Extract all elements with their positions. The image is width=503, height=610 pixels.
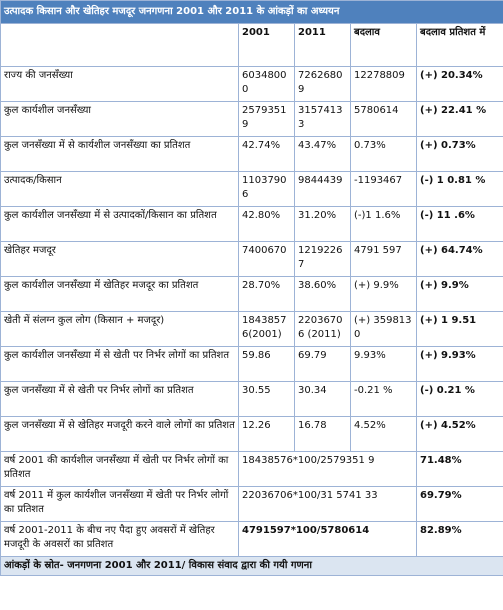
cell: 71.48% [415, 451, 503, 487]
cell: 60348000 [238, 66, 295, 102]
cell: 12278809 [350, 66, 417, 102]
data-row: कुल कार्यशील जनसँख्या में खेतिहर मजदूर क… [0, 276, 503, 312]
cell: 42.74% [238, 136, 295, 172]
cell: (-) 1 0.81 % [415, 171, 503, 207]
cell: (+) 9.93% [415, 346, 503, 382]
cell: (+) 4.52% [415, 416, 503, 452]
row-label: कुल जनसँख्या में से कार्यशील जनसँख्या का… [0, 136, 239, 172]
row-label: वर्ष 2011 में कुल कार्यशील जनसँख्या में … [0, 486, 239, 522]
cell: 12192267 [294, 241, 351, 277]
cell: (+) 64.74% [415, 241, 503, 277]
header-cell: 2011 [294, 23, 351, 67]
row-label: खेतिहर मजदूर [0, 241, 239, 277]
cell: 18438576(2001) [238, 311, 295, 347]
row-label: राज्य की जनसँख्या [0, 66, 239, 102]
cell: 69.79% [415, 486, 503, 522]
header-cell: बदलाव प्रतिशत में [415, 23, 503, 67]
row-label: कुल कार्यशील जनसँख्या में खेतिहर मजदूर क… [0, 276, 239, 312]
cell: 43.47% [294, 136, 351, 172]
data-table: उत्पादक किसान और खेतिहर मजदूर जनगणना 200… [0, 0, 503, 576]
cell: 30.34 [294, 381, 351, 417]
row-label: कुल कार्यशील जनसँख्या में से खेती पर निर… [0, 346, 239, 382]
row-label: वर्ष 2001 की कार्यशील जनसँख्या में खेती … [0, 451, 239, 487]
cell: 72626809 [294, 66, 351, 102]
data-row: उत्पादक/किसान 11037906 9844439 -1193467 (-) … [0, 171, 503, 207]
cell: 30.55 [238, 381, 295, 417]
cell: 25793519 [238, 101, 295, 137]
cell: (+) 0.73% [415, 136, 503, 172]
source-note: आंकड़ों के स्रोत- जनगणना 2001 और 2011/ व… [0, 556, 503, 576]
formula: 22036706*100/31 5741 33 [238, 486, 417, 522]
cell: 4791 597 [350, 241, 417, 277]
cell: (+) 3598130 [350, 311, 417, 347]
cell: 38.60% [294, 276, 351, 312]
header-empty [0, 23, 239, 67]
cell: 16.78 [294, 416, 351, 452]
cell: (+) 22.41 % [415, 101, 503, 137]
summary-row: वर्ष 2001-2011 के बीच नए पैदा हुए अवसरों… [0, 521, 503, 557]
data-row: खेती में संलग्न कुल लोग (किसान + मजदूर) 1… [0, 311, 503, 347]
cell: 31574133 [294, 101, 351, 137]
cell: -1193467 [350, 171, 417, 207]
row-label: खेती में संलग्न कुल लोग (किसान + मजदूर) [0, 311, 239, 347]
cell: 4.52% [350, 416, 417, 452]
row-label: वर्ष 2001-2011 के बीच नए पैदा हुए अवसरों… [0, 521, 239, 557]
cell: (-) 11 .6% [415, 206, 503, 242]
data-row: राज्य की जनसँख्या 60348000 72626809 1227880… [0, 66, 503, 102]
header-cell: बदलाव [350, 23, 417, 67]
cell: 0.73% [350, 136, 417, 172]
summary-row: वर्ष 2011 में कुल कार्यशील जनसँख्या में … [0, 486, 503, 522]
title-row: उत्पादक किसान और खेतिहर मजदूर जनगणना 200… [0, 0, 503, 24]
row-label: कुल जनसँख्या में से खेती पर निर्भर लोगों… [0, 381, 239, 417]
data-row: कुल जनसँख्या में से खेतिहर मजदूरी करने व… [0, 416, 503, 452]
data-row: कुल कार्यशील जनसँख्या में से उत्पादकों/क… [0, 206, 503, 242]
row-label: कुल कार्यशील जनसँख्या में से उत्पादकों/क… [0, 206, 239, 242]
row-label: उत्पादक/किसान [0, 171, 239, 207]
cell: 7400670 [238, 241, 295, 277]
data-row: खेतिहर मजदूर 7400670 12192267 4791 597 (+) 6… [0, 241, 503, 277]
cell: 22036706 (2011) [294, 311, 351, 347]
summary-row: वर्ष 2001 की कार्यशील जनसँख्या में खेती … [0, 451, 503, 487]
cell: (+) 20.34% [415, 66, 503, 102]
footer-row: आंकड़ों के स्रोत- जनगणना 2001 और 2011/ व… [0, 556, 503, 576]
table-title: उत्पादक किसान और खेतिहर मजदूर जनगणना 200… [0, 0, 503, 24]
cell: (-)1 1.6% [350, 206, 417, 242]
cell: 28.70% [238, 276, 295, 312]
data-row: कुल कार्यशील जनसँख्या में से खेती पर निर… [0, 346, 503, 382]
cell: 31.20% [294, 206, 351, 242]
formula: 18438576*100/2579351 9 [238, 451, 417, 487]
formula: 4791597*100/5780614 [238, 521, 417, 557]
data-row: कुल कार्यशील जनसँख्या 25793519 31574133 578… [0, 101, 503, 137]
data-row: कुल जनसँख्या में से खेती पर निर्भर लोगों… [0, 381, 503, 417]
cell: (+) 9.9% [415, 276, 503, 312]
cell: 69.79 [294, 346, 351, 382]
header-cell: 2001 [238, 23, 295, 67]
row-label: कुल जनसँख्या में से खेतिहर मजदूरी करने व… [0, 416, 239, 452]
cell: (+) 9.9% [350, 276, 417, 312]
cell: 9.93% [350, 346, 417, 382]
data-row: कुल जनसँख्या में से कार्यशील जनसँख्या का… [0, 136, 503, 172]
cell: 42.80% [238, 206, 295, 242]
cell: 82.89% [415, 521, 503, 557]
cell: 9844439 [294, 171, 351, 207]
cell: -0.21 % [350, 381, 417, 417]
header-row: 2001 2011 बदलाव बदलाव प्रतिशत में [0, 23, 503, 67]
cell: 5780614 [350, 101, 417, 137]
cell: (-) 0.21 % [415, 381, 503, 417]
row-label: कुल कार्यशील जनसँख्या [0, 101, 239, 137]
cell: 11037906 [238, 171, 295, 207]
cell: (+) 1 9.51 [415, 311, 503, 347]
cell: 12.26 [238, 416, 295, 452]
cell: 59.86 [238, 346, 295, 382]
